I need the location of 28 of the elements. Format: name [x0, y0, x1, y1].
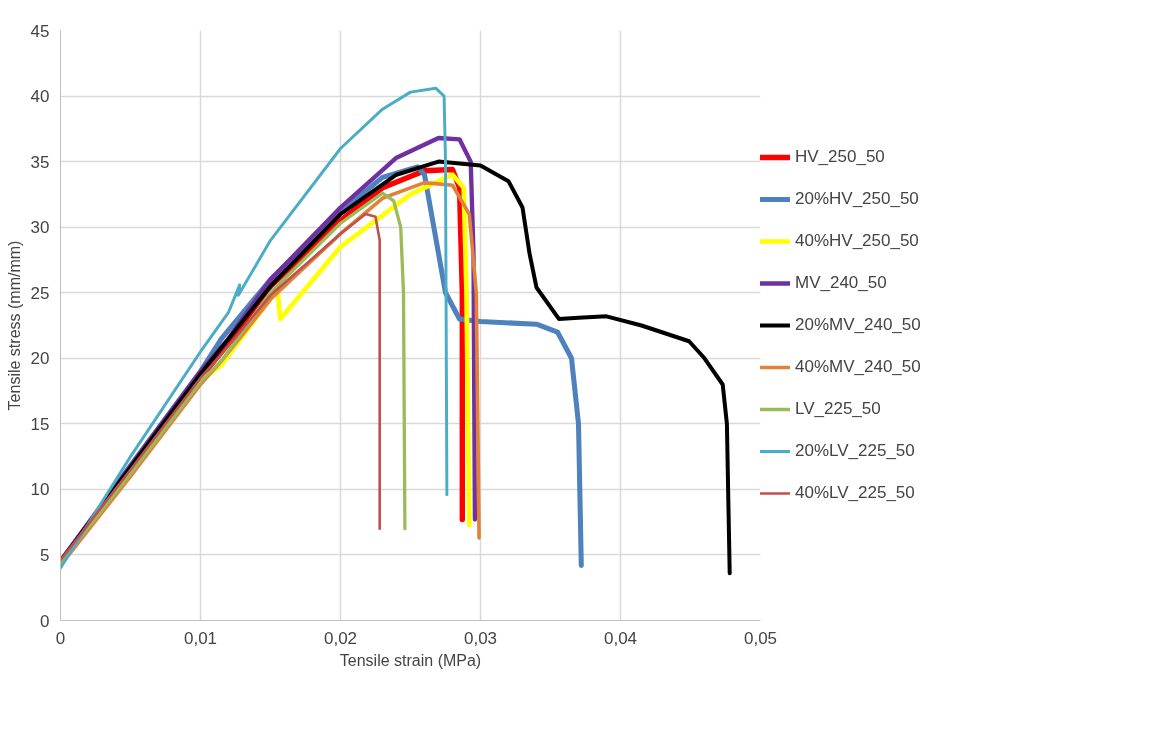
- legend-label: HV_250_50: [795, 147, 885, 167]
- legend-label: LV_225_50: [795, 399, 881, 419]
- x-tick-label: 0,04: [603, 628, 638, 648]
- legend-label: 40%MV_240_50: [795, 357, 921, 377]
- y-tick-label: 15: [30, 414, 50, 434]
- y-tick-label: 45: [30, 21, 50, 41]
- y-tick-label: 25: [30, 283, 50, 303]
- legend-label: 20%LV_225_50: [795, 441, 915, 461]
- x-tick-label: 0,03: [463, 628, 498, 648]
- legend-label: MV_240_50: [795, 273, 887, 293]
- y-tick-label: 20: [30, 349, 50, 369]
- y-tick-label: 35: [30, 152, 50, 172]
- y-tick-label: 30: [30, 218, 50, 238]
- legend-label: 40%HV_250_50: [795, 231, 919, 251]
- x-tick-label: 0,05: [743, 628, 778, 648]
- legend-label: 20%HV_250_50: [795, 189, 919, 209]
- legend-label: 40%LV_225_50: [795, 483, 915, 503]
- x-tick-label: 0,01: [183, 628, 218, 648]
- y-tick-label: 40: [30, 87, 50, 107]
- y-tick-label: 0: [40, 611, 50, 631]
- legend-label: 20%MV_240_50: [795, 315, 921, 335]
- x-axis-title: Tensile strain (MPa): [339, 651, 482, 669]
- y-tick-label: 10: [30, 480, 50, 500]
- line-series: [60, 86, 449, 570]
- x-tick-label: 0: [55, 628, 66, 648]
- y-axis-title: Tensile stress (mm/mm): [5, 240, 23, 411]
- x-tick-label: 0,02: [323, 628, 358, 648]
- y-tick-label: 5: [40, 545, 50, 565]
